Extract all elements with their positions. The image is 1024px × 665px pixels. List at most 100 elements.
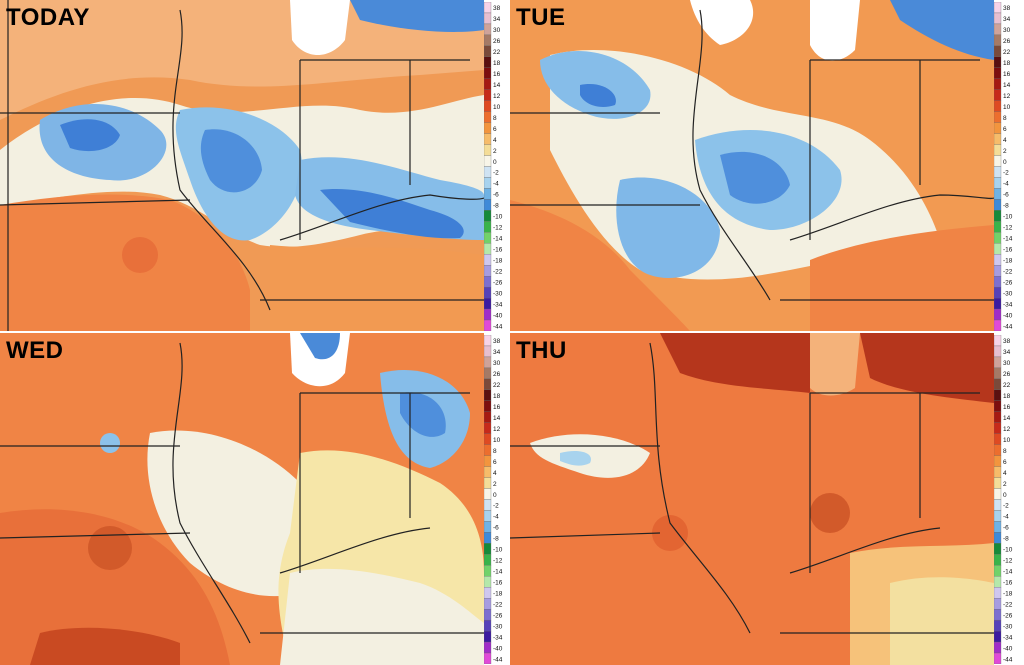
colorbar-tick-label: -34 bbox=[493, 301, 503, 308]
colorbar-swatch bbox=[484, 155, 492, 167]
colorbar-swatch bbox=[484, 389, 492, 401]
colorbar-tick-label: -26 bbox=[1003, 612, 1013, 619]
colorbar-tick-label: 10 bbox=[1003, 437, 1011, 444]
colorbar-swatch bbox=[994, 389, 1002, 401]
colorbar-tick-label: -8 bbox=[493, 536, 499, 543]
colorbar-swatch bbox=[994, 166, 1002, 178]
color-scale-tue: 38 34 30 26 22 18 16 14 12 10 8 6 4 2 0 -2 -4 -6 -8 -10 -12 -… bbox=[994, 2, 1016, 331]
colorbar-swatch bbox=[994, 433, 1002, 445]
colorbar-tick-label: 34 bbox=[1003, 349, 1011, 356]
colorbar-tick-label: 30 bbox=[1003, 360, 1011, 367]
colorbar-swatch bbox=[484, 199, 492, 211]
colorbar-swatch bbox=[484, 609, 492, 621]
colorbar-swatch bbox=[484, 221, 492, 233]
colorbar-tick-label: -26 bbox=[493, 612, 503, 619]
colorbar-swatch bbox=[484, 356, 492, 369]
day-label-today: TODAY bbox=[6, 4, 90, 31]
colorbar-tick-label: 16 bbox=[493, 71, 501, 78]
colorbar-tick-label: -30 bbox=[493, 623, 503, 630]
colorbar-tick-label: 8 bbox=[493, 448, 497, 455]
colorbar-tick-label: 4 bbox=[493, 470, 497, 477]
map-panel-tue: TUE bbox=[510, 0, 994, 331]
colorbar-tick-label: -40 bbox=[493, 645, 503, 652]
colorbar-swatch bbox=[994, 455, 1002, 467]
colorbar-swatch bbox=[484, 652, 492, 664]
colorbar-tick-label: -4 bbox=[493, 181, 499, 188]
map-panel-wed: WED bbox=[0, 333, 484, 665]
colorbar-tick-label: -2 bbox=[1003, 170, 1009, 177]
colorbar-swatch bbox=[994, 23, 1002, 36]
colorbar-tick-label: 2 bbox=[1003, 481, 1007, 488]
colorbar-tick-label: -44 bbox=[493, 323, 503, 330]
colorbar-swatch bbox=[994, 188, 1002, 200]
colorbar-swatch bbox=[484, 433, 492, 445]
colorbar-tick-label: -6 bbox=[1003, 525, 1009, 532]
colorbar-swatch bbox=[994, 598, 1002, 610]
colorbar-swatch bbox=[484, 133, 492, 145]
colorbar-swatch bbox=[994, 133, 1002, 145]
colorbar-tick-label: -44 bbox=[1003, 656, 1013, 663]
colorbar-swatch bbox=[484, 78, 492, 90]
colorbar-tick-label: -8 bbox=[1003, 203, 1009, 210]
colorbar-tick-label: 6 bbox=[1003, 126, 1007, 133]
colorbar-swatch bbox=[994, 630, 1002, 643]
colorbar-tick-label: -30 bbox=[493, 290, 503, 297]
colorbar-swatch bbox=[484, 565, 492, 577]
colorbar-tick-label: 4 bbox=[493, 137, 497, 144]
colorbar-tick-label: -12 bbox=[1003, 558, 1013, 565]
colorbar-swatch bbox=[484, 598, 492, 610]
colorbar-tick-label: 26 bbox=[1003, 38, 1011, 45]
colorbar-tick-label: -30 bbox=[1003, 290, 1013, 297]
colorbar-tick-label: 16 bbox=[1003, 71, 1011, 78]
colorbar-swatch bbox=[994, 243, 1002, 255]
color-scale-today: 38 34 30 26 22 18 16 14 12 10 8 6 4 2 0 -2 -4 -6 -8 -10 -12 -… bbox=[484, 2, 506, 331]
colorbar-tick-label: 12 bbox=[1003, 426, 1011, 433]
colorbar-tick-label: 12 bbox=[493, 93, 501, 100]
colorbar-tick-label: -22 bbox=[1003, 268, 1013, 275]
colorbar-tick-label: -8 bbox=[1003, 536, 1009, 543]
colorbar-tick-label: 18 bbox=[1003, 60, 1011, 67]
colorbar-tick-label: 0 bbox=[1003, 159, 1007, 166]
colorbar-tick-label: -40 bbox=[493, 312, 503, 319]
temperature-map-thu bbox=[510, 333, 994, 665]
colorbar-tick-label: 0 bbox=[1003, 492, 1007, 499]
colorbar-tick-label: -12 bbox=[1003, 225, 1013, 232]
colorbar-swatch bbox=[994, 367, 1002, 380]
colorbar-tick-label: 26 bbox=[493, 38, 501, 45]
colorbar-swatch bbox=[484, 210, 492, 222]
colorbar-swatch bbox=[484, 34, 492, 47]
colorbar-swatch bbox=[994, 45, 1002, 57]
colorbar-swatch bbox=[994, 587, 1002, 599]
color-scale-wed: 38 34 30 26 22 18 16 14 12 10 8 6 4 2 0 -2 -4 -6 -8 -10 -12 -… bbox=[484, 335, 506, 664]
colorbar-swatch bbox=[484, 455, 492, 467]
colorbar-tick-label: -18 bbox=[1003, 257, 1013, 264]
colorbar-swatch bbox=[484, 286, 492, 299]
colorbar-tick-label: 16 bbox=[493, 404, 501, 411]
colorbar-swatch bbox=[484, 477, 492, 489]
colorbar-tick-label: -12 bbox=[493, 558, 503, 565]
colorbar-swatch bbox=[484, 56, 492, 68]
colorbar-tick-label: -34 bbox=[1003, 301, 1013, 308]
colorbar-tick-label: 10 bbox=[493, 104, 501, 111]
colorbar-tick-label: -22 bbox=[1003, 601, 1013, 608]
colorbar-swatch bbox=[484, 89, 492, 101]
colorbar-swatch bbox=[484, 232, 492, 244]
colorbar-swatch bbox=[484, 345, 492, 358]
temperature-map-tue bbox=[510, 0, 994, 331]
colorbar-tick-label: -2 bbox=[493, 503, 499, 510]
colorbar-swatch bbox=[484, 243, 492, 255]
colorbar-swatch bbox=[994, 297, 1002, 310]
colorbar-tick-label: -16 bbox=[1003, 246, 1013, 253]
colorbar-swatch bbox=[994, 12, 1002, 25]
colorbar-swatch bbox=[484, 367, 492, 380]
colorbar-tick-label: 22 bbox=[493, 49, 501, 56]
colorbar-tick-label: -4 bbox=[1003, 514, 1009, 521]
temperature-map-today bbox=[0, 0, 484, 331]
colorbar-swatch bbox=[484, 499, 492, 511]
colorbar-swatch bbox=[484, 510, 492, 522]
colorbar-swatch bbox=[994, 254, 1002, 266]
colorbar-swatch bbox=[994, 286, 1002, 299]
colorbar-swatch bbox=[994, 177, 1002, 189]
colorbar-swatch bbox=[484, 619, 492, 632]
colorbar-swatch bbox=[484, 466, 492, 478]
